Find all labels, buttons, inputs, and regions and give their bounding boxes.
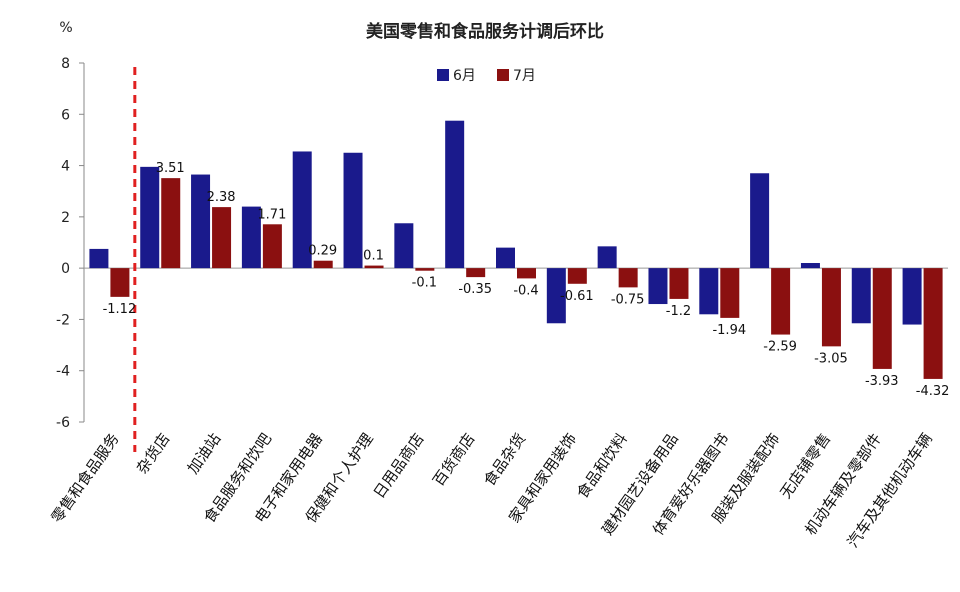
bar-june [546, 268, 566, 324]
data-label: -1.2 [666, 304, 691, 319]
data-label: -0.61 [560, 289, 594, 304]
y-axis: 8 6 4 2 0 -2 -4 -6 [56, 56, 948, 431]
bar-june [343, 152, 363, 269]
bar-july [517, 268, 536, 279]
y-tick-label: 8 [61, 56, 70, 72]
data-label: 0.1 [363, 249, 384, 264]
bar-june [191, 174, 211, 269]
y-axis-unit-label: % [59, 20, 72, 36]
bar-july [364, 265, 384, 269]
category-label: 食品和饮料 [573, 430, 631, 502]
bar-june [140, 166, 160, 269]
category-label: 百货商店 [429, 430, 478, 489]
y-tick-label: 2 [61, 210, 70, 226]
y-tick-label: 6 [61, 107, 70, 123]
data-label: -1.12 [103, 302, 137, 317]
bar-july [923, 268, 943, 379]
bar-june [851, 268, 871, 324]
category-label: 无店铺零售 [776, 430, 834, 502]
bar-july [771, 268, 791, 335]
y-tick-label: -4 [56, 364, 70, 380]
legend: 6月 7月 [437, 68, 536, 84]
bar-june [597, 246, 617, 269]
legend-swatch [497, 69, 509, 81]
bar-july [567, 268, 587, 284]
data-label: 2.38 [207, 190, 236, 205]
bar-june [750, 173, 770, 269]
category-label: 食品杂货 [480, 430, 529, 489]
data-label: 3.51 [156, 161, 185, 176]
data-label: 1.71 [257, 207, 286, 222]
bar-july [262, 224, 282, 269]
bar-june [800, 263, 820, 269]
bar-july [466, 268, 486, 278]
chart-title: 美国零售和食品服务计调后环比 [366, 21, 604, 42]
bar-july [415, 268, 435, 271]
legend-label: 6月 [453, 68, 476, 84]
category-label-group: 零售和食品服务 杂货店 加油站食品服务和饮吧电子和家用电器保健和个人护理日用品商店百… [48, 430, 936, 551]
bar-july [720, 268, 740, 318]
bar-june [445, 120, 465, 269]
bar-july [161, 178, 181, 269]
bar-july [669, 268, 689, 299]
bar-june [648, 268, 668, 305]
data-label: -4.32 [916, 384, 950, 399]
data-label: -0.35 [458, 282, 492, 297]
bar-june [241, 206, 261, 269]
bar-june [496, 247, 515, 269]
y-tick-label: 4 [61, 159, 70, 175]
legend-swatch [437, 69, 449, 81]
bar-june [292, 151, 312, 269]
data-label: -3.93 [865, 374, 899, 389]
category-label: 零售和食品服务 [48, 430, 123, 526]
category-label: 杂货店 [133, 430, 174, 477]
data-label: -0.1 [412, 276, 437, 291]
category-label: 加油站 [184, 430, 225, 477]
bar-july [821, 268, 841, 347]
category-label: 日用品商店 [370, 430, 428, 502]
bar-june [89, 248, 109, 269]
bar-july [313, 260, 333, 269]
data-label: -1.94 [712, 323, 746, 338]
data-label: -3.05 [814, 351, 848, 366]
bar-june [699, 268, 719, 315]
y-tick-label: -2 [56, 312, 70, 328]
bar-july [872, 268, 892, 369]
bar-series-group [89, 120, 943, 379]
bar-july [212, 207, 232, 269]
data-label-group: -1.12 3.51 2.38 1.71 0.29 0.1 -0.1 -0.35 -0.4 -0.… [103, 161, 950, 399]
bar-june [902, 268, 922, 325]
data-label: 0.29 [308, 244, 337, 259]
data-label: -2.59 [763, 340, 797, 355]
y-tick-label: 0 [61, 261, 70, 277]
legend-label: 7月 [513, 68, 536, 84]
data-label: -0.75 [611, 292, 645, 307]
data-label: -0.4 [513, 283, 538, 298]
bar-july [618, 268, 638, 288]
bar-july [110, 268, 130, 297]
y-tick-label: -6 [56, 415, 70, 431]
bar-june [394, 223, 414, 269]
